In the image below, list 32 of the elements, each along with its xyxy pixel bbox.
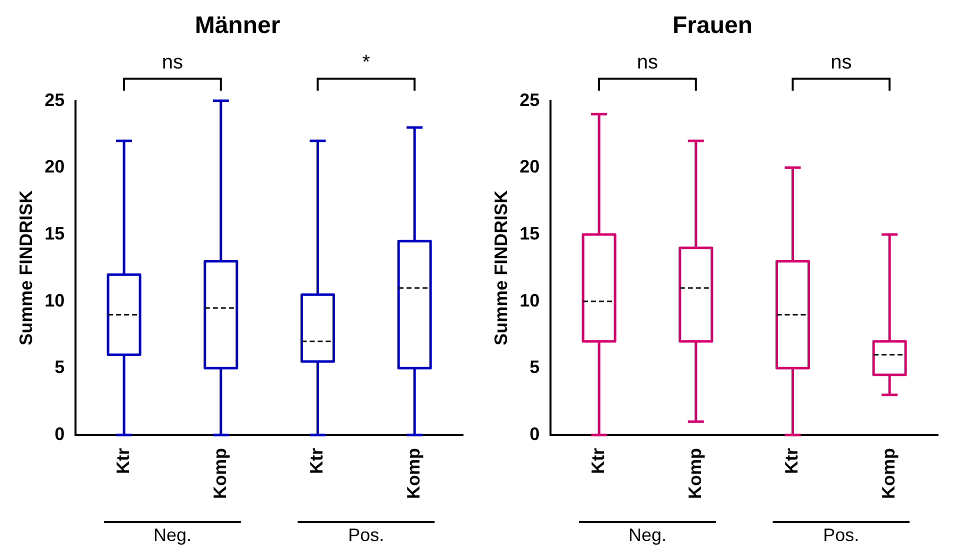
y-tick-label: 20 (520, 156, 540, 177)
chart-title: Männer (194, 12, 280, 40)
y-tick-label: 0 (530, 424, 540, 444)
y-tick-label: 20 (44, 156, 65, 177)
x-tick-label: Komp (404, 448, 424, 500)
x-tick-label: Komp (210, 448, 230, 500)
y-tick-label: 15 (520, 223, 540, 244)
x-tick-label: Ktr (782, 448, 802, 474)
text: * (362, 51, 370, 74)
x-tick-label: Ktr (588, 448, 608, 474)
y-tick-label: 10 (520, 290, 540, 310)
y-tick-label: 25 (520, 90, 540, 110)
x-tick-label: Komp (684, 448, 705, 500)
text: Neg. (153, 524, 192, 545)
text: Neg. (628, 524, 666, 545)
y-axis-title: Summe FINDRISK (16, 190, 36, 346)
text: Pos. (823, 524, 860, 545)
x-tick-label: Ktr (306, 448, 327, 474)
y-tick-label: 10 (44, 290, 65, 310)
y-tick-label: 5 (530, 357, 540, 378)
text: ns (830, 51, 852, 74)
y-axis-title: Summe FINDRISK (490, 190, 511, 346)
x-tick-label: Komp (878, 448, 899, 500)
y-tick-label: 25 (44, 90, 65, 110)
y-tick-label: 5 (54, 357, 65, 378)
x-tick-label: Ktr (113, 448, 134, 474)
text: ns (636, 51, 658, 74)
text: ns (162, 51, 184, 74)
text: Pos. (348, 524, 384, 545)
y-tick-label: 15 (44, 223, 65, 244)
chart-title: Frauen (672, 12, 753, 40)
y-tick-label: 0 (54, 424, 65, 444)
